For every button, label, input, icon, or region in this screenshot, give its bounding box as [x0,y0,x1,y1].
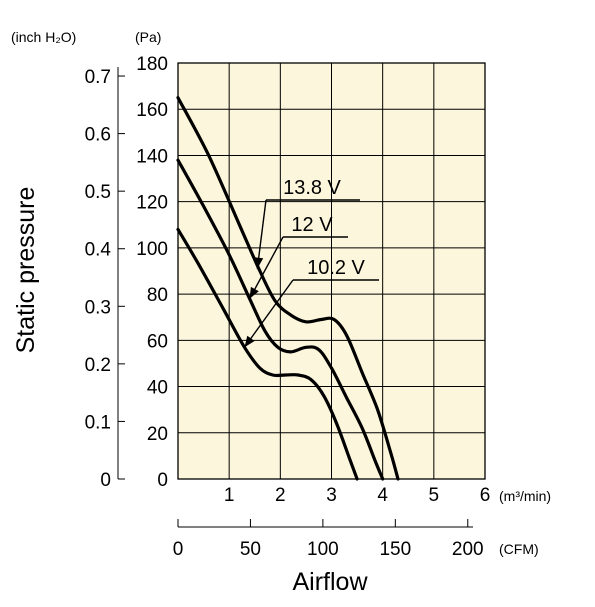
callout-leader [256,199,267,269]
y-tick-label-pa: 100 [136,239,168,260]
series-lines [176,96,400,481]
series-line [176,227,359,481]
x-tick-label-cfm: 100 [307,539,339,560]
series-label: 13.8 V [283,177,341,199]
series-label: 10.2 V [307,257,365,279]
inch-axis-ticks: 0 0.1 0.2 0.3 0.4 0.5 0.6 0.7 [85,67,125,491]
arrow-head-icon [244,335,255,348]
y-tick-label-pa: 160 [136,100,168,121]
x-tick-label-m3: 4 [377,485,388,506]
y-tick-label-pa: 20 [147,424,168,445]
y-tick-label-pa: 0 [157,470,168,491]
y-tick-label-pa: 60 [147,331,168,352]
y-tick-label-inch: 0 [100,470,111,491]
x-tick-label-m3: 5 [429,485,440,506]
y-tick-label-pa: 120 [136,193,168,214]
callout-leader [243,279,294,348]
arrow-head-icon [254,257,264,269]
arrow-head-icon [249,286,259,299]
x-tick-label-m3: 1 [224,485,235,506]
cfm-axis-ticks: 0 50 100 150 200 [173,519,484,560]
series-line [176,158,385,481]
grid [178,63,485,479]
series-callouts: 13.8 V 12 V 10.2 V [243,177,379,348]
pa-axis-ticks: 0 20 40 60 80 100 120 140 160 180 [136,54,168,491]
y-tick-label-pa: 180 [136,54,168,75]
x-tick-label-cfm: 50 [240,539,261,560]
x-tick-label-cfm: 150 [379,539,411,560]
m3-axis-ticks: 1 2 3 4 5 6 [224,485,490,506]
x-tick-label-cfm: 200 [452,539,484,560]
y-axis-title: Static pressure [12,187,40,354]
y-tick-label-inch: 0.2 [85,355,111,376]
y-tick-label-inch: 0.4 [85,240,112,261]
y-tick-label-inch: 0.3 [85,297,111,318]
y-unit-inch: (inch H₂O) [11,29,76,45]
y-tick-label-pa: 80 [147,285,168,306]
x-axis-title: Airflow [292,568,368,596]
y-tick-label-inch: 0.6 [85,125,111,146]
y-tick-label-inch: 0.1 [85,412,111,433]
series-line [176,96,400,481]
y-unit-pa: (Pa) [135,29,161,45]
y-tick-label-pa: 140 [136,146,168,167]
x-unit-cfm: (CFM) [499,541,539,557]
x-unit-m3: (m³/min) [499,488,551,504]
plot-frame [177,62,486,480]
y-tick-label-inch: 0.5 [85,182,111,203]
x-tick-label-cfm: 0 [173,539,184,560]
x-tick-label-m3: 6 [480,485,491,506]
series-label: 12 V [291,214,333,236]
x-tick-label-m3: 2 [275,485,286,506]
y-tick-label-pa: 40 [147,378,168,399]
x-tick-label-m3: 3 [326,485,337,506]
y-tick-label-inch: 0.7 [85,67,111,88]
callout-leader [249,236,284,300]
